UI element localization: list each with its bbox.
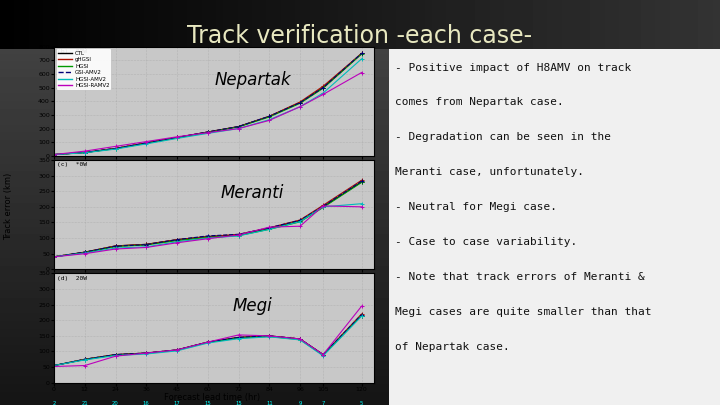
- Text: Forecast lead time (hr): Forecast lead time (hr): [164, 393, 261, 402]
- Text: 15: 15: [235, 401, 242, 405]
- Text: - Positive impact of H8AMV on track: - Positive impact of H8AMV on track: [395, 63, 631, 72]
- Text: Meranti case, unfortunately.: Meranti case, unfortunately.: [395, 167, 584, 177]
- Text: Track verification -each case-: Track verification -each case-: [187, 24, 533, 48]
- Text: Megi cases are quite smaller than that: Megi cases are quite smaller than that: [395, 307, 652, 317]
- Text: (c)  *0W: (c) *0W: [57, 162, 87, 167]
- Text: 9: 9: [298, 401, 302, 405]
- Text: 20: 20: [112, 401, 119, 405]
- Text: (d)  20W: (d) 20W: [57, 275, 87, 281]
- Text: 11: 11: [266, 401, 273, 405]
- Text: Nepartak: Nepartak: [215, 70, 291, 89]
- Text: Meranti: Meranti: [221, 184, 284, 202]
- Text: Track error (km): Track error (km): [4, 173, 13, 240]
- Text: comes from Nepartak case.: comes from Nepartak case.: [395, 98, 564, 107]
- Text: - Note that track errors of Meranti &: - Note that track errors of Meranti &: [395, 272, 645, 282]
- Text: 5: 5: [360, 401, 364, 405]
- Text: of Nepartak case.: of Nepartak case.: [395, 341, 510, 352]
- Text: - Degradation can be seen in the: - Degradation can be seen in the: [395, 132, 611, 142]
- Text: 16: 16: [143, 401, 150, 405]
- Text: Megi: Megi: [233, 297, 273, 315]
- Text: - Neutral for Megi case.: - Neutral for Megi case.: [395, 202, 557, 212]
- Text: 2: 2: [53, 401, 55, 405]
- Text: 17: 17: [174, 401, 181, 405]
- Text: - Case to case variability.: - Case to case variability.: [395, 237, 577, 247]
- Text: 7: 7: [321, 401, 325, 405]
- Legend: CTL, gHGSI, HGSI, GSI-AMV2, HGSI-AMV2, HGSI-RAMV2: CTL, gHGSI, HGSI, GSI-AMV2, HGSI-AMV2, H…: [57, 49, 112, 90]
- Text: (b)  02W: (b) 02W: [57, 49, 87, 54]
- Text: 15: 15: [204, 401, 211, 405]
- Text: 21: 21: [81, 401, 88, 405]
